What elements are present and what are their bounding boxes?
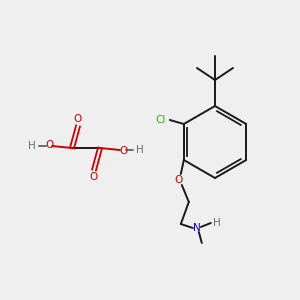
Text: O: O bbox=[90, 172, 98, 182]
Text: O: O bbox=[175, 175, 183, 185]
Text: H: H bbox=[213, 218, 221, 228]
Text: H: H bbox=[136, 145, 144, 155]
Text: Cl: Cl bbox=[156, 115, 166, 125]
Text: O: O bbox=[119, 146, 127, 156]
Text: O: O bbox=[74, 114, 82, 124]
Text: H: H bbox=[28, 141, 36, 151]
Text: N: N bbox=[193, 223, 201, 233]
Text: O: O bbox=[45, 140, 53, 150]
